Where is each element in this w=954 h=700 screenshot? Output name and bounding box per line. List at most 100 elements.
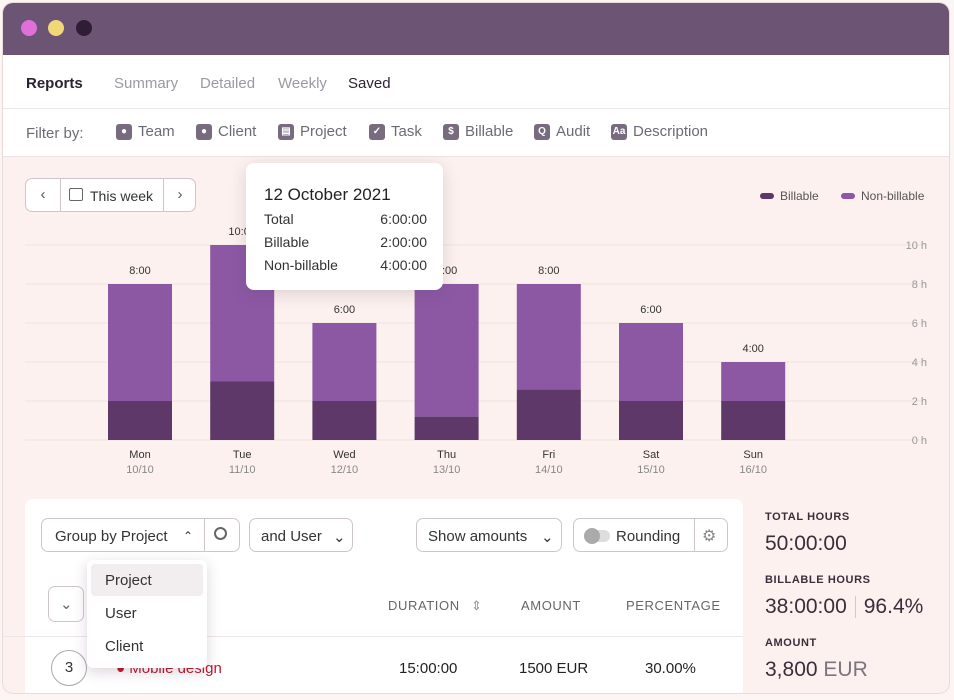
billable-hours-value: 38:00:00 96.4% (765, 595, 923, 619)
app-window: Reports Summary Detailed Weekly Saved Fi… (3, 3, 949, 693)
bar-billable (414, 416, 479, 440)
hours-chart: 0 h2 h4 h6 h8 h10 h8:00Mon10/1010:00Tue1… (25, 226, 927, 476)
bar-total-label: 8:00 (129, 265, 150, 277)
row-amount: 1500 EUR (519, 660, 589, 677)
and-user-label: and User (261, 528, 322, 545)
x-tick-day: Wed (333, 449, 355, 461)
amount-value: 3,800 EUR (765, 658, 868, 682)
filter-bar: Filter by: ● Team ● Client ▤ Project ✓ Task … (3, 109, 949, 157)
legend-billable: Billable (760, 189, 819, 203)
next-week-button[interactable]: › (177, 186, 183, 203)
bar-nonbillable (108, 284, 172, 401)
minimize-window-button[interactable] (48, 20, 64, 36)
task-icon: ✓ (369, 123, 385, 140)
title-bar (3, 3, 949, 55)
sort-icon[interactable]: ⇕ (471, 598, 483, 613)
tooltip-billable-label: Billable (264, 234, 310, 250)
filter-task-label: Task (391, 123, 422, 140)
billable-percent: 96.4% (863, 595, 924, 618)
expand-all-button[interactable]: ⌄ (48, 586, 84, 622)
x-tick-date: 15/10 (637, 464, 665, 476)
dropdown-client-label: Client (105, 638, 144, 655)
x-tick-day: Sun (743, 449, 763, 461)
amount-header[interactable]: AMOUNT (521, 598, 581, 613)
bar-total-label: 4:00 (742, 343, 763, 355)
rounding-control: Rounding ⚙ (573, 518, 728, 552)
tooltip-total-value: 6:00:00 (380, 211, 427, 227)
search-icon[interactable] (214, 527, 227, 540)
bar-total-label: 6:00 (640, 304, 661, 316)
show-amounts-select[interactable]: Show amounts ⌄ (416, 518, 562, 552)
amount-currency: EUR (823, 658, 868, 681)
and-user-select[interactable]: and User ⌄ (249, 518, 353, 552)
bar-nonbillable (619, 323, 683, 401)
group-by-divider (204, 519, 205, 551)
y-tick-label: 4 h (912, 357, 927, 369)
row-count-badge[interactable]: 3 (51, 650, 87, 686)
group-by-dropdown: Project User Client (87, 560, 207, 668)
y-tick-label: 2 h (912, 396, 927, 408)
x-tick-day: Fri (542, 449, 555, 461)
bar-billable (210, 381, 275, 440)
filter-task[interactable]: ✓ Task (369, 123, 422, 140)
bar-billable (516, 389, 581, 440)
billable-icon: $ (443, 123, 459, 140)
rounding-toggle-knob (584, 528, 600, 544)
amount-label: AMOUNT (765, 637, 817, 649)
maximize-window-button[interactable] (76, 20, 92, 36)
tab-summary[interactable]: Summary (114, 75, 179, 92)
close-window-button[interactable] (21, 20, 37, 36)
tooltip-billable-value: 2:00:00 (380, 234, 427, 250)
y-tick-label: 8 h (912, 279, 927, 291)
chart-tooltip: 12 October 2021 Total 6:00:00 Billable 2:0… (246, 163, 443, 290)
bar-billable (721, 401, 786, 440)
previous-week-button[interactable]: ‹ (40, 186, 46, 203)
dropdown-option-user[interactable]: User (91, 597, 203, 629)
filter-team-label: Team (138, 123, 175, 140)
bar-billable (619, 401, 683, 440)
group-by-select[interactable]: Group by Project ⌃ (41, 518, 240, 552)
x-tick-date: 11/10 (229, 464, 256, 476)
filter-client[interactable]: ● Client (196, 123, 256, 140)
filter-client-label: Client (218, 123, 257, 140)
filter-description[interactable]: Aa Description (611, 123, 708, 140)
tooltip-row-total: Total 6:00:00 (264, 211, 427, 227)
filter-billable[interactable]: $ Billable (443, 123, 513, 140)
row-percentage: 30.00% (645, 660, 696, 677)
filter-project-label: Project (300, 123, 347, 140)
x-tick-date: 10/10 (126, 464, 154, 476)
filter-team[interactable]: ● Team (116, 123, 175, 140)
bar-nonbillable (414, 284, 479, 417)
tab-saved[interactable]: Saved (348, 75, 391, 92)
x-tick-day: Sat (643, 449, 660, 461)
amount-number: 3,800 (765, 658, 818, 681)
tab-weekly[interactable]: Weekly (278, 75, 327, 92)
client-icon: ● (196, 123, 212, 140)
percentage-header[interactable]: PERCENTAGE (626, 598, 721, 613)
y-tick-label: 6 h (912, 318, 927, 330)
calendar-icon (69, 188, 83, 201)
week-label[interactable]: This week (90, 188, 154, 204)
tooltip-row-billable: Billable 2:00:00 (264, 234, 427, 250)
rounding-divider (694, 519, 695, 551)
tooltip-nonbillable-value: 4:00:00 (380, 257, 427, 273)
total-hours-label: TOTAL HOURS (765, 511, 850, 523)
show-amounts-label: Show amounts (428, 528, 528, 545)
dropdown-option-project[interactable]: Project (91, 564, 203, 596)
tooltip-nonbillable-label: Non-billable (264, 257, 338, 273)
duration-header[interactable]: DURATION (388, 598, 460, 613)
tab-detailed[interactable]: Detailed (200, 75, 256, 92)
dropdown-option-client[interactable]: Client (91, 630, 203, 662)
x-tick-day: Mon (129, 449, 150, 461)
x-tick-day: Tue (233, 449, 252, 461)
x-tick-date: 14/10 (535, 464, 563, 476)
team-icon: ● (116, 123, 132, 140)
dropdown-user-label: User (105, 605, 137, 622)
gear-icon[interactable]: ⚙ (702, 528, 717, 545)
filter-billable-label: Billable (465, 123, 514, 140)
project-icon: ▤ (278, 123, 294, 140)
tab-reports[interactable]: Reports (26, 75, 83, 92)
filter-audit[interactable]: Q Audit (534, 123, 590, 140)
filter-project[interactable]: ▤ Project (278, 123, 347, 140)
bar-nonbillable (721, 362, 786, 401)
